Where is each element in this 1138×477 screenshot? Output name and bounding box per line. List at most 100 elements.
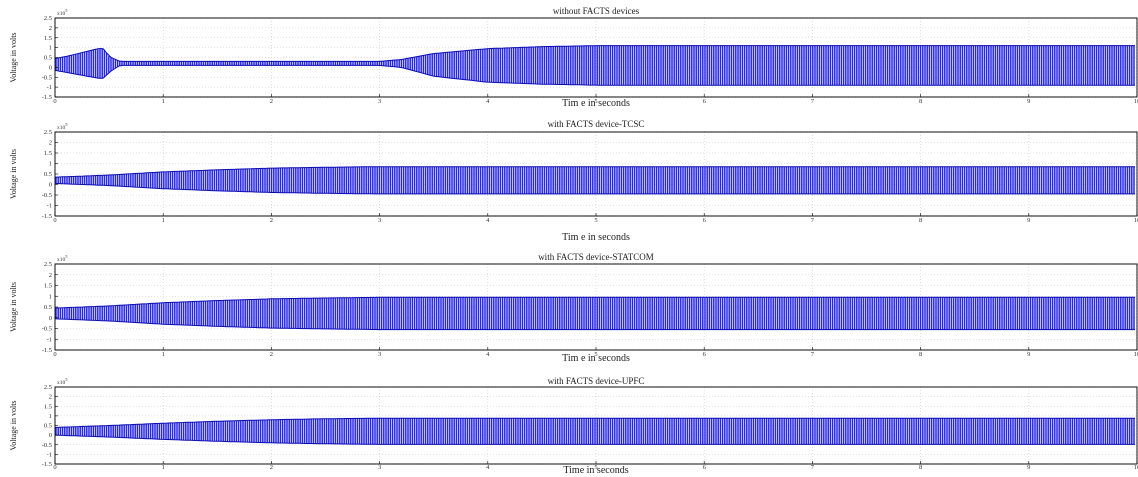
y-tick-label: 0.5 <box>44 423 52 430</box>
voltage-signal <box>55 45 1135 86</box>
y-tick-label: 2 <box>49 272 52 279</box>
x-axis-label: Tim e in seconds <box>562 98 630 109</box>
y-tick-label: 2.5 <box>44 384 52 391</box>
y-axis-label: Voltage in volts <box>9 282 18 332</box>
y-axis-label: Voltage in volts <box>9 149 18 199</box>
y-tick-label: 1.5 <box>44 35 52 42</box>
x-tick-label: 9 <box>1027 217 1030 224</box>
y-tick-label: -1.5 <box>42 347 52 354</box>
y-tick-label: 0.5 <box>44 304 52 311</box>
y-tick-label: 0 <box>49 182 52 189</box>
x-tick-label: 5 <box>594 351 597 358</box>
x-tick-label: 10 <box>1134 464 1138 471</box>
x-tick-label: 6 <box>703 464 707 471</box>
x-tick-label: 10 <box>1134 351 1138 358</box>
y-tick-label: 0 <box>49 64 52 71</box>
x-axis-label: Tim e in seconds <box>562 353 630 364</box>
y-tick-label: 2.5 <box>44 129 52 136</box>
x-tick-label: 4 <box>486 464 490 471</box>
subplot-title: with FACTS device-UPFC <box>548 376 645 386</box>
y-tick-label: 1 <box>49 413 52 420</box>
x-tick-label: 3 <box>378 351 381 358</box>
y-multiplier-label: x105 <box>57 254 68 263</box>
x-tick-label: 1 <box>162 351 165 358</box>
y-tick-label: -0.5 <box>42 326 52 333</box>
x-tick-label: 5 <box>594 217 597 224</box>
y-tick-label: 2 <box>49 394 52 401</box>
y-tick-label: -1.5 <box>42 461 52 468</box>
x-tick-label: 7 <box>811 464 815 471</box>
signal-lower-envelope <box>54 64 1135 86</box>
y-tick-label: 0 <box>49 315 52 322</box>
y-tick-label: -0.5 <box>42 442 52 449</box>
y-multiplier-label: x105 <box>57 8 68 17</box>
x-tick-label: 7 <box>811 98 815 105</box>
y-tick-label: 1.5 <box>44 283 52 290</box>
subplot-without-facts: 0 1 2 3 4 5 6 7 8 9 10 2.5 2 1.5 1 0.5 0 -0.5 -1 -1.5 x105 wi… <box>9 6 1138 109</box>
signal-lower-envelope <box>54 434 1135 445</box>
x-axis-label: Time in seconds <box>563 465 628 476</box>
x-tick-label: 6 <box>703 351 707 358</box>
x-tick-label: 3 <box>378 98 381 105</box>
voltage-signal <box>55 166 1135 194</box>
subplot-title: with FACTS device-STATCOM <box>538 252 654 262</box>
x-axis-label: Tim e in seconds <box>562 232 630 243</box>
y-tick-label: 1.5 <box>44 150 52 157</box>
x-tick-label: 6 <box>703 98 707 105</box>
x-tick-label: 10 <box>1134 217 1138 224</box>
y-tick-label: 1 <box>49 161 52 168</box>
voltage-signal <box>55 418 1135 445</box>
voltage-signal <box>55 297 1135 330</box>
y-tick-label: 0.5 <box>44 55 52 62</box>
y-tick-label: 1 <box>49 45 52 52</box>
subplot-upfc: 0 1 2 3 4 5 6 7 8 9 10 2.5 2 1.5 1 0.5 0 -0.5 -1 -1.5 x105 wi… <box>9 376 1138 476</box>
x-tick-label: 1 <box>162 98 165 105</box>
y-axis-label: Voltage in volts <box>9 400 18 450</box>
y-tick-label: -1 <box>47 336 52 343</box>
y-tick-label: 0.5 <box>44 171 52 178</box>
y-tick-label: 2.5 <box>44 261 52 268</box>
subplot-title: with FACTS device-TCSC <box>548 119 645 129</box>
y-tick-label: 1.5 <box>44 403 52 410</box>
x-tick-label: 6 <box>703 217 707 224</box>
signal-lower-envelope <box>54 182 1135 195</box>
y-tick-label: -1 <box>47 451 52 458</box>
x-tick-label: 3 <box>378 217 381 224</box>
x-tick-label: 2 <box>270 98 273 105</box>
signal-lower-envelope <box>54 318 1135 331</box>
x-tick-label: 5 <box>594 98 597 105</box>
subplot-statcom: 0 1 2 3 4 5 6 7 8 9 10 2.5 2 1.5 1 0.5 0 -0.5 -1 -1.5 x105 wi… <box>9 252 1138 364</box>
y-tick-label: 2 <box>49 25 52 32</box>
x-tick-label: 0 <box>53 464 56 471</box>
x-tick-label: 3 <box>378 464 381 471</box>
x-tick-label: 8 <box>919 217 922 224</box>
signal-upper-envelope <box>54 417 1135 428</box>
x-tick-label: 1 <box>162 217 165 224</box>
x-tick-label: 4 <box>486 217 490 224</box>
x-tick-label: 9 <box>1027 464 1030 471</box>
y-tick-label: 2 <box>49 140 52 147</box>
x-tick-label: 0 <box>53 217 56 224</box>
y-tick-label: -1 <box>47 84 52 91</box>
x-tick-label: 9 <box>1027 351 1030 358</box>
y-multiplier-exponent: 5 <box>65 8 68 13</box>
x-tick-label: 4 <box>486 351 490 358</box>
x-tick-label: 4 <box>486 98 490 105</box>
x-tick-label: 8 <box>919 98 922 105</box>
x-tick-label: 8 <box>919 464 922 471</box>
y-multiplier-exponent: 5 <box>65 254 68 259</box>
y-tick-label: -0.5 <box>42 192 52 199</box>
signal-upper-envelope <box>54 166 1135 178</box>
x-tick-label: 2 <box>270 464 273 471</box>
y-tick-label: -1 <box>47 203 52 210</box>
y-tick-label: -1.5 <box>42 94 52 101</box>
y-multiplier-label: x105 <box>57 122 68 131</box>
y-tick-label: 0 <box>49 432 52 439</box>
x-tick-label: 0 <box>53 351 56 358</box>
x-tick-label: 0 <box>53 98 56 105</box>
x-tick-label: 7 <box>811 351 815 358</box>
y-tick-label: -1.5 <box>42 213 52 220</box>
x-tick-label: 5 <box>594 464 597 471</box>
x-tick-label: 7 <box>811 217 815 224</box>
